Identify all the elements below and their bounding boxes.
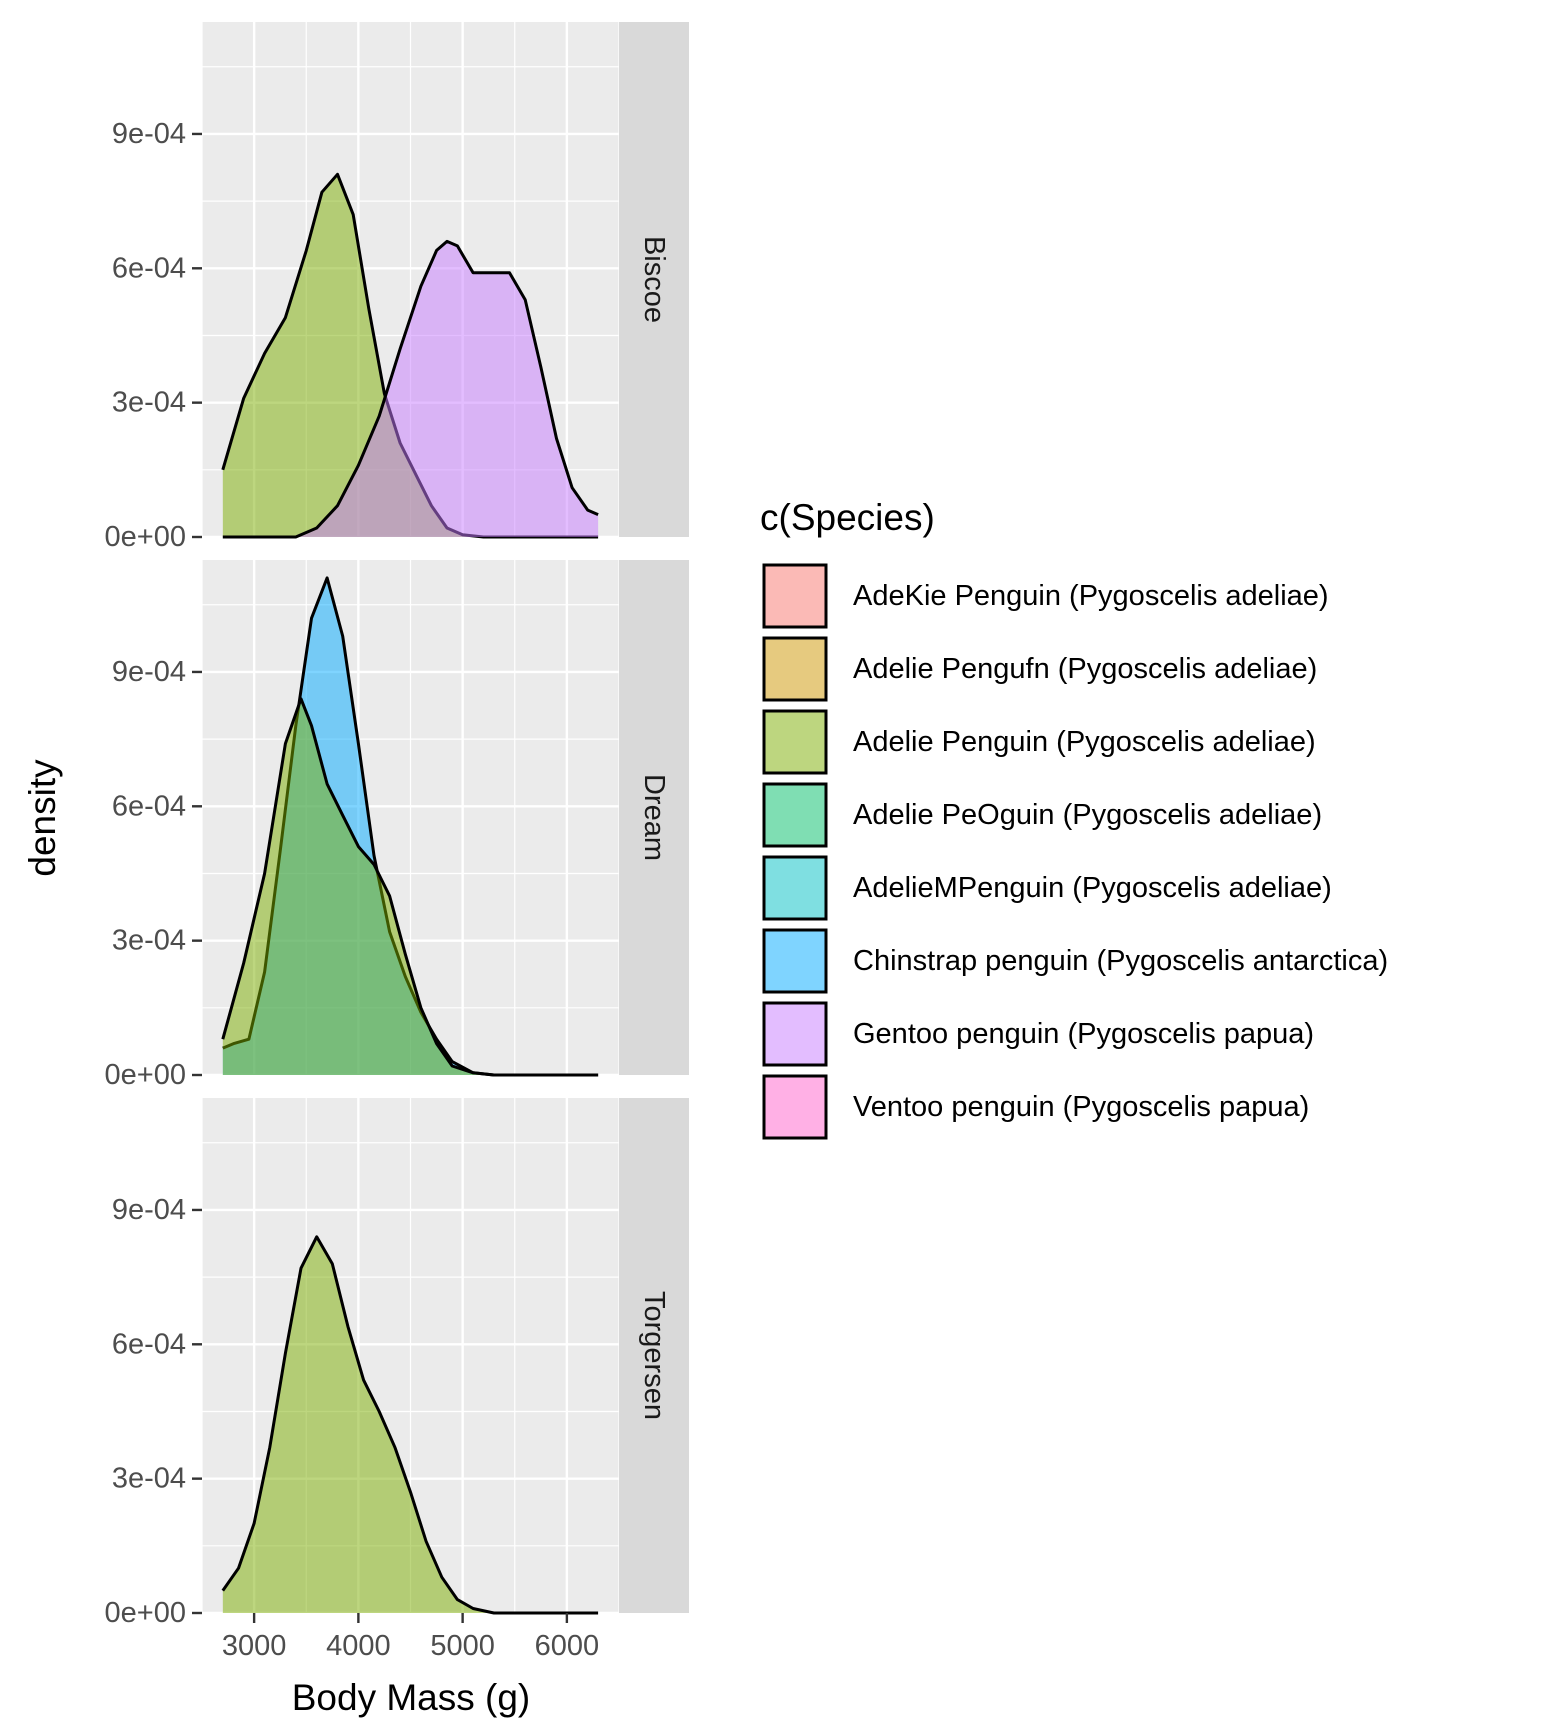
legend-title: c(Species): [760, 497, 935, 538]
facet-strip: [619, 1098, 689, 1613]
density-area-series-6: [222, 241, 599, 537]
x-tick-label: 4000: [326, 1630, 391, 1662]
legend-item: Ventoo penguin (Pygoscelis papua): [762, 1074, 1309, 1140]
y-tick-label: 3e-04: [112, 387, 186, 419]
density-area-series-2: [222, 698, 599, 1075]
legend-label: AdelieMPenguin (Pygoscelis adeliae): [853, 872, 1332, 904]
facet-strip: [619, 22, 689, 537]
legend-item: Chinstrap penguin (Pygoscelis antarctica…: [762, 928, 1388, 994]
density-area-series-2: [222, 174, 599, 538]
legend-item: Gentoo penguin (Pygoscelis papua): [762, 1001, 1314, 1067]
legend-label: Adelie Penguin (Pygoscelis adeliae): [853, 726, 1316, 758]
legend-item: Adelie Penguin (Pygoscelis adeliae): [762, 709, 1316, 775]
legend-key: [762, 928, 828, 994]
legend-key: [762, 709, 828, 775]
panels: Biscoe 0e+00 3e-04 6e-04 9e-04 Dream 0e+00 3e-0…: [105, 22, 689, 1629]
x-tick-label: 3000: [222, 1630, 287, 1662]
y-tick-label: 9e-04: [112, 656, 186, 688]
legend-item: AdeKie Penguin (Pygoscelis adeliae): [762, 563, 1329, 629]
density-curve-series-2: [221, 697, 599, 1077]
y-tick-label: 6e-04: [112, 790, 186, 822]
legend-label: Ventoo penguin (Pygoscelis papua): [853, 1091, 1309, 1123]
legend-label: Chinstrap penguin (Pygoscelis antarctica…: [853, 945, 1388, 977]
y-axis-title: density: [22, 759, 63, 877]
legend-key: [762, 636, 828, 702]
y-tick-label: 6e-04: [112, 252, 186, 284]
legend-item: AdelieMPenguin (Pygoscelis adeliae): [762, 855, 1332, 921]
y-tick-label: 0e+00: [105, 1059, 186, 1091]
facet-panel-biscoe: Biscoe 0e+00 3e-04 6e-04 9e-04: [105, 22, 689, 553]
legend-item: Adelie Pengufn (Pygoscelis adeliae): [762, 636, 1317, 702]
density-curve-series-6: [222, 239, 599, 539]
x-axis: 3000 4000 5000 6000: [222, 1613, 599, 1662]
y-tick-label: 3e-04: [112, 925, 186, 957]
legend-label: Gentoo penguin (Pygoscelis papua): [853, 1018, 1314, 1050]
legend-key: [762, 855, 828, 921]
y-tick-label: 3e-04: [112, 1463, 186, 1495]
legend-label: AdeKie Penguin (Pygoscelis adeliae): [853, 580, 1329, 612]
y-tick-label: 9e-04: [112, 1194, 186, 1226]
facet-panel-torgersen: Torgersen 0e+00 3e-04 6e-04 9e-04: [105, 1098, 689, 1629]
x-axis-title: Body Mass (g): [292, 1677, 531, 1718]
legend-key: [762, 1074, 828, 1140]
legend-key: [762, 563, 828, 629]
legend-key: [762, 782, 828, 848]
y-tick-label: 6e-04: [112, 1328, 186, 1360]
x-tick-label: 6000: [535, 1630, 600, 1662]
density-area-series-2: [222, 1236, 599, 1613]
legend-item: Adelie PeOguin (Pygoscelis adeliae): [762, 782, 1322, 848]
y-tick-label: 0e+00: [105, 1597, 186, 1629]
density-curve-series-2: [221, 1235, 599, 1615]
legend-label: Adelie PeOguin (Pygoscelis adeliae): [853, 799, 1322, 831]
legend-key: [762, 1001, 828, 1067]
y-tick-label: 9e-04: [112, 118, 186, 150]
facet-strip-label: Biscoe: [638, 236, 670, 323]
facet-strip: [619, 560, 689, 1075]
x-tick-label: 5000: [430, 1630, 495, 1662]
y-tick-label: 0e+00: [105, 521, 186, 553]
legend: c(Species) AdeKie Penguin (Pygoscelis ad…: [760, 497, 1388, 1140]
facet-strip-label: Dream: [638, 774, 670, 861]
facet-panel-dream: Dream 0e+00 3e-04 6e-04 9e-04: [105, 560, 689, 1091]
legend-label: Adelie Pengufn (Pygoscelis adeliae): [853, 653, 1317, 685]
facet-strip-label: Torgersen: [638, 1291, 670, 1420]
